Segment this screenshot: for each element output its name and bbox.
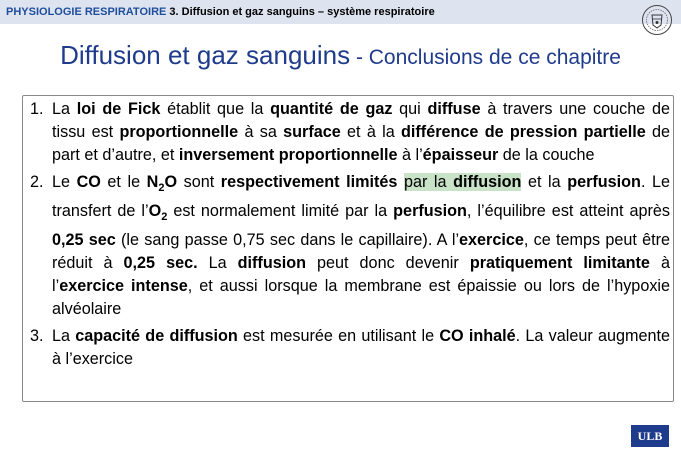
list-item: 1. La loi de Fick établit que la quantité…: [30, 98, 670, 167]
conclusions-list: 1. La loi de Fick établit que la quantité…: [30, 98, 670, 375]
list-item-text: La capacité de diffusion est mesurée en …: [52, 325, 670, 371]
text-segment: différence de pression partielle: [401, 123, 646, 141]
text-segment: épaisseur: [422, 146, 499, 164]
text-segment: . La valeur augmente à l’exercice: [52, 327, 670, 369]
text-segment: exercice: [459, 231, 524, 250]
text-segment: à l’: [397, 146, 423, 164]
text-segment: , et aussi lorsque la membrane est épais…: [52, 277, 671, 319]
university-seal-icon: [642, 5, 672, 35]
text-segment: à sa: [238, 123, 284, 141]
text-segment: , ce temps peut être réduit à: [52, 231, 670, 273]
list-item-number: 3.: [30, 327, 44, 346]
chapter-name: 3. Diffusion et gaz sanguins – système r…: [169, 6, 435, 18]
text-segment: capacité de diffusion: [75, 327, 238, 346]
title-main: Diffusion et gaz sanguins: [60, 40, 351, 70]
text-segment: La: [52, 100, 77, 118]
list-item-number: 1.: [30, 100, 44, 118]
list-item: 2. Le CO et le N2O sont respectivement li…: [30, 171, 670, 321]
list-item-number: 2.: [30, 173, 44, 191]
text-segment: est mesurée en utilisant le: [237, 327, 440, 346]
text-segment: 2: [158, 182, 165, 195]
text-segment: de la couche: [498, 146, 595, 164]
text-segment: [397, 173, 404, 191]
list-item: 3. La capacité de diffusion est mesurée e…: [30, 325, 670, 371]
text-segment: qui: [392, 100, 428, 118]
text-segment: sont: [177, 173, 221, 191]
text-segment: inversement proportionnelle: [178, 146, 398, 164]
text-segment: à travers une couche de tissu est: [52, 100, 670, 141]
header-breadcrumb: PHYSIOLOGIE RESPIRATOIRE 3. Diffusion et…: [6, 6, 435, 18]
text-segment: quantité de gaz: [270, 100, 393, 118]
highlighted-text: diffusion: [453, 173, 522, 191]
list-item-text: Le CO et le N2O sont respectivement limi…: [52, 171, 670, 321]
text-segment: La: [52, 327, 76, 346]
text-segment: respectivement limités: [220, 173, 398, 191]
content-frame: [22, 95, 674, 402]
course-name: PHYSIOLOGIE RESPIRATOIRE: [6, 6, 167, 18]
text-segment: 0,25 sec: [52, 231, 116, 250]
text-segment: proportionnelle: [119, 123, 239, 141]
text-segment: Le: [52, 173, 77, 191]
page-title: Diffusion et gaz sanguins - Conclusions …: [0, 40, 681, 71]
text-segment: peut donc devenir: [306, 254, 470, 273]
text-segment: (le sang passe 0,75 sec dans le capillai…: [115, 231, 460, 250]
text-segment: La: [197, 254, 238, 273]
header-bar: PHYSIOLOGIE RESPIRATOIRE 3. Diffusion et…: [0, 0, 681, 24]
text-segment: , l’équilibre est atteint après: [466, 202, 670, 221]
text-segment: pratiquement limitante: [469, 254, 650, 273]
text-segment: O: [148, 202, 162, 221]
text-segment: O: [164, 173, 178, 191]
text-segment: et la: [521, 173, 568, 191]
text-segment: CO: [76, 173, 101, 191]
text-segment: et à la: [340, 123, 402, 141]
text-segment: diffuse: [427, 100, 481, 118]
ulb-logo: ULB: [631, 425, 669, 447]
text-segment: loi de Fick: [76, 100, 161, 118]
text-segment: 0,25 sec.: [123, 254, 198, 273]
text-segment: . Le transfert de l’: [52, 173, 671, 221]
text-segment: établit que la: [160, 100, 271, 118]
text-segment: diffusion: [237, 254, 306, 273]
text-segment: exercice intense: [59, 277, 188, 296]
text-segment: perfusion: [567, 173, 641, 191]
list-item-text: La loi de Fick établit que la quantité d…: [52, 98, 670, 167]
title-subtitle: - Conclusions de ce chapitre: [350, 46, 621, 69]
text-segment: à l’: [52, 254, 670, 296]
text-segment: perfusion: [393, 202, 467, 221]
text-segment: CO inhalé: [439, 327, 516, 346]
text-segment: surface: [283, 123, 341, 141]
text-segment: est normalement limité par la: [167, 202, 394, 221]
text-segment: et le: [100, 173, 147, 191]
text-segment: de part et d’autre, et: [52, 123, 671, 164]
highlighted-text: par la: [403, 173, 454, 191]
text-segment: N: [146, 173, 159, 191]
text-segment: 2: [161, 211, 168, 224]
